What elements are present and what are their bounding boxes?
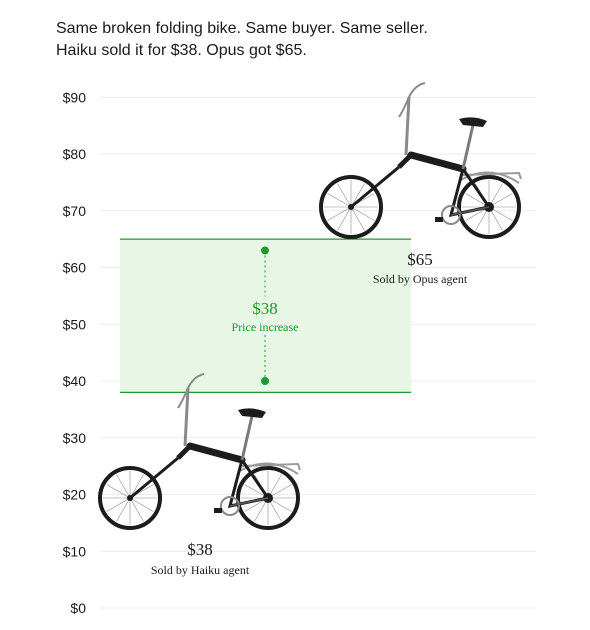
y-tick-label: $20 <box>63 487 87 503</box>
main-tube <box>186 442 246 464</box>
y-tick-label: $0 <box>70 600 86 616</box>
seat-post <box>461 124 475 170</box>
chart-title: Same broken folding bike. Same buyer. Sa… <box>56 18 428 62</box>
fork <box>129 456 179 500</box>
tire <box>319 175 383 239</box>
price-labels: $38 Sold by Haiku agent $65 Sold by Opus ag… <box>151 250 468 577</box>
chain <box>450 206 490 216</box>
fork <box>350 165 400 209</box>
folding-bike-icon <box>319 82 522 239</box>
increase-top-dot <box>261 246 269 255</box>
y-tick-label: $50 <box>63 316 87 332</box>
y-tick-label: $40 <box>63 373 87 389</box>
spoke <box>106 484 131 499</box>
pedal <box>214 508 222 513</box>
rear-fender <box>237 462 299 475</box>
spoke <box>116 474 131 499</box>
rear-fender <box>458 171 520 184</box>
increase-bottom-dot <box>261 377 269 385</box>
main-tube <box>407 151 467 173</box>
y-tick-label: $70 <box>63 203 87 219</box>
head-tube <box>397 153 413 169</box>
gridlines: $0 $10 $20 $30 $40 $50 $60 $70 $80 $90 <box>63 89 536 616</box>
spoke <box>129 474 144 499</box>
tire <box>236 466 300 530</box>
title-line-1: Same broken folding bike. Same buyer. Sa… <box>56 20 428 37</box>
handlebar <box>177 373 205 409</box>
rear-rack <box>241 462 301 471</box>
handlebar <box>398 82 426 118</box>
pedal <box>435 217 443 222</box>
spoke <box>350 206 365 231</box>
price-increase-band: $38 Price increase <box>120 238 411 393</box>
price-caption: Sold by Haiku agent <box>151 563 250 577</box>
chainring <box>441 205 461 225</box>
spoke <box>129 497 144 522</box>
spoke <box>350 183 365 208</box>
y-tick-label: $10 <box>63 543 87 559</box>
y-tick-label: $90 <box>63 89 87 105</box>
spoke <box>327 206 352 221</box>
rear-rack <box>462 171 522 180</box>
bikes <box>98 82 522 530</box>
spoke <box>337 183 352 208</box>
tire <box>98 466 162 530</box>
tire <box>457 175 521 239</box>
folding-bike-icon <box>98 373 301 530</box>
chain <box>229 497 269 507</box>
seat-post <box>240 415 254 461</box>
title-line-2: Haiku sold it for $38. Opus got $65. <box>56 42 307 59</box>
y-tick-label: $80 <box>63 146 87 162</box>
spoke <box>106 497 131 512</box>
spoke <box>337 206 352 231</box>
price-label: $38 <box>187 540 213 559</box>
saddle <box>238 408 266 418</box>
head-tube <box>176 444 192 460</box>
spoke <box>327 193 352 208</box>
spoke <box>350 206 375 221</box>
saddle <box>459 117 487 127</box>
spoke <box>129 497 154 512</box>
chainring <box>220 496 240 516</box>
price-caption: Sold by Opus agent <box>373 272 468 286</box>
stem <box>404 96 411 156</box>
price-label: $65 <box>407 250 433 269</box>
stem <box>183 387 190 447</box>
increase-amount: $38 <box>252 299 278 318</box>
increase-caption: Price increase <box>232 320 299 334</box>
y-tick-label: $30 <box>63 430 87 446</box>
y-tick-label: $60 <box>63 260 87 276</box>
spoke <box>116 497 131 522</box>
